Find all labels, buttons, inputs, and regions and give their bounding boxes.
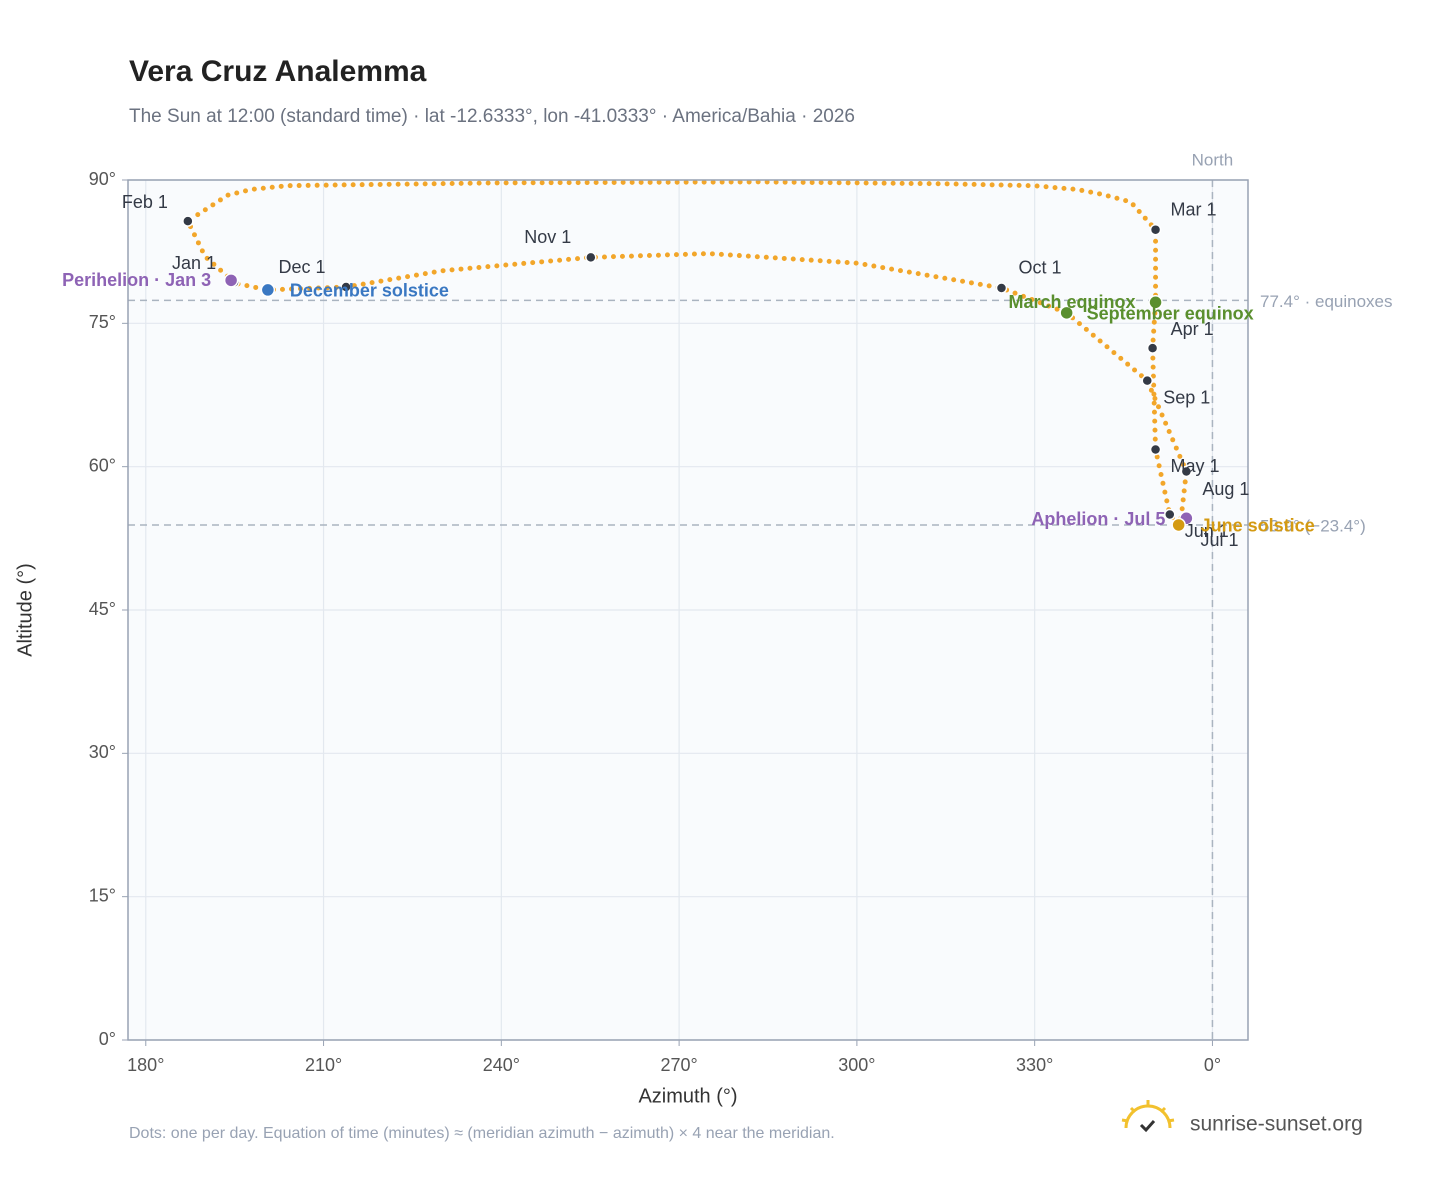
event-label: Aphelion · Jul 5 xyxy=(1031,509,1165,529)
month-marker xyxy=(585,251,597,264)
reference-label: North xyxy=(1192,150,1234,169)
month-label: Dec 1 xyxy=(279,257,326,277)
event-label: June solstice xyxy=(1201,516,1315,536)
reference-label: 77.4° · equinoxes xyxy=(1260,292,1393,311)
month-marker xyxy=(340,281,352,293)
event-marker xyxy=(1059,305,1074,321)
reference-label: 53.9° (−23.4°) xyxy=(1260,516,1366,535)
y-axis-label: Altitude (°) xyxy=(14,563,36,657)
analemma-path xyxy=(184,179,1189,529)
plot-frame xyxy=(127,179,1249,1041)
y-tick-label: 45° xyxy=(89,599,116,619)
x-tick-label: 210° xyxy=(305,1055,342,1075)
event-marker xyxy=(1171,517,1186,533)
y-tick-label: 60° xyxy=(89,455,116,475)
brand-logo xyxy=(1121,1100,1175,1133)
y-tick-label: 0° xyxy=(99,1029,116,1049)
x-tick-label: 180° xyxy=(127,1055,164,1075)
month-marker xyxy=(1141,374,1154,387)
month-marker xyxy=(1164,508,1176,521)
marks xyxy=(182,179,1194,533)
month-marker xyxy=(182,215,194,227)
y-tick-label: 75° xyxy=(89,312,116,332)
footnote: Dots: one per day. Equation of time (min… xyxy=(129,1125,835,1142)
event-label: Perihelion · Jan 3 xyxy=(62,270,211,290)
month-label: Jan 1 xyxy=(172,253,216,273)
month-marker xyxy=(995,282,1008,294)
y-tick-label: 30° xyxy=(89,742,116,762)
month-label: Jul 1 xyxy=(1200,530,1238,550)
x-tick-label: 270° xyxy=(660,1055,697,1075)
month-label: Sep 1 xyxy=(1163,387,1210,407)
x-tick-label: 330° xyxy=(1016,1055,1053,1075)
event-label: March equinox xyxy=(1009,292,1136,312)
event-marker xyxy=(260,282,276,298)
month-label: May 1 xyxy=(1171,456,1220,476)
y-tick-label: 90° xyxy=(89,169,116,189)
event-marker xyxy=(1148,295,1163,310)
month-label: Apr 1 xyxy=(1171,319,1214,339)
x-tick-label: 300° xyxy=(838,1055,875,1075)
month-label: Aug 1 xyxy=(1202,479,1249,499)
chart-title: Vera Cruz Analemma xyxy=(129,55,427,88)
month-label: Mar 1 xyxy=(1171,199,1217,219)
month-marker xyxy=(1149,443,1162,456)
month-label: Jun 1 xyxy=(1185,521,1229,541)
event-label: September equinox xyxy=(1087,304,1254,324)
x-axis-label: Azimuth (°) xyxy=(638,1085,737,1107)
month-label: Oct 1 xyxy=(1018,258,1061,278)
month-label: Feb 1 xyxy=(122,192,168,212)
month-label: Nov 1 xyxy=(524,227,571,247)
chart-subtitle: The Sun at 12:00 (standard time) · lat -… xyxy=(129,106,855,127)
month-marker xyxy=(1146,342,1159,354)
month-marker xyxy=(1180,465,1193,478)
x-tick-label: 240° xyxy=(483,1055,520,1075)
event-marker xyxy=(223,273,239,288)
y-tick-label: 15° xyxy=(89,885,116,905)
brand: sunrise-sunset.org xyxy=(1190,1113,1363,1136)
event-label: December solstice xyxy=(290,281,449,301)
month-marker xyxy=(1149,223,1162,236)
x-tick-label: 0° xyxy=(1204,1055,1221,1075)
